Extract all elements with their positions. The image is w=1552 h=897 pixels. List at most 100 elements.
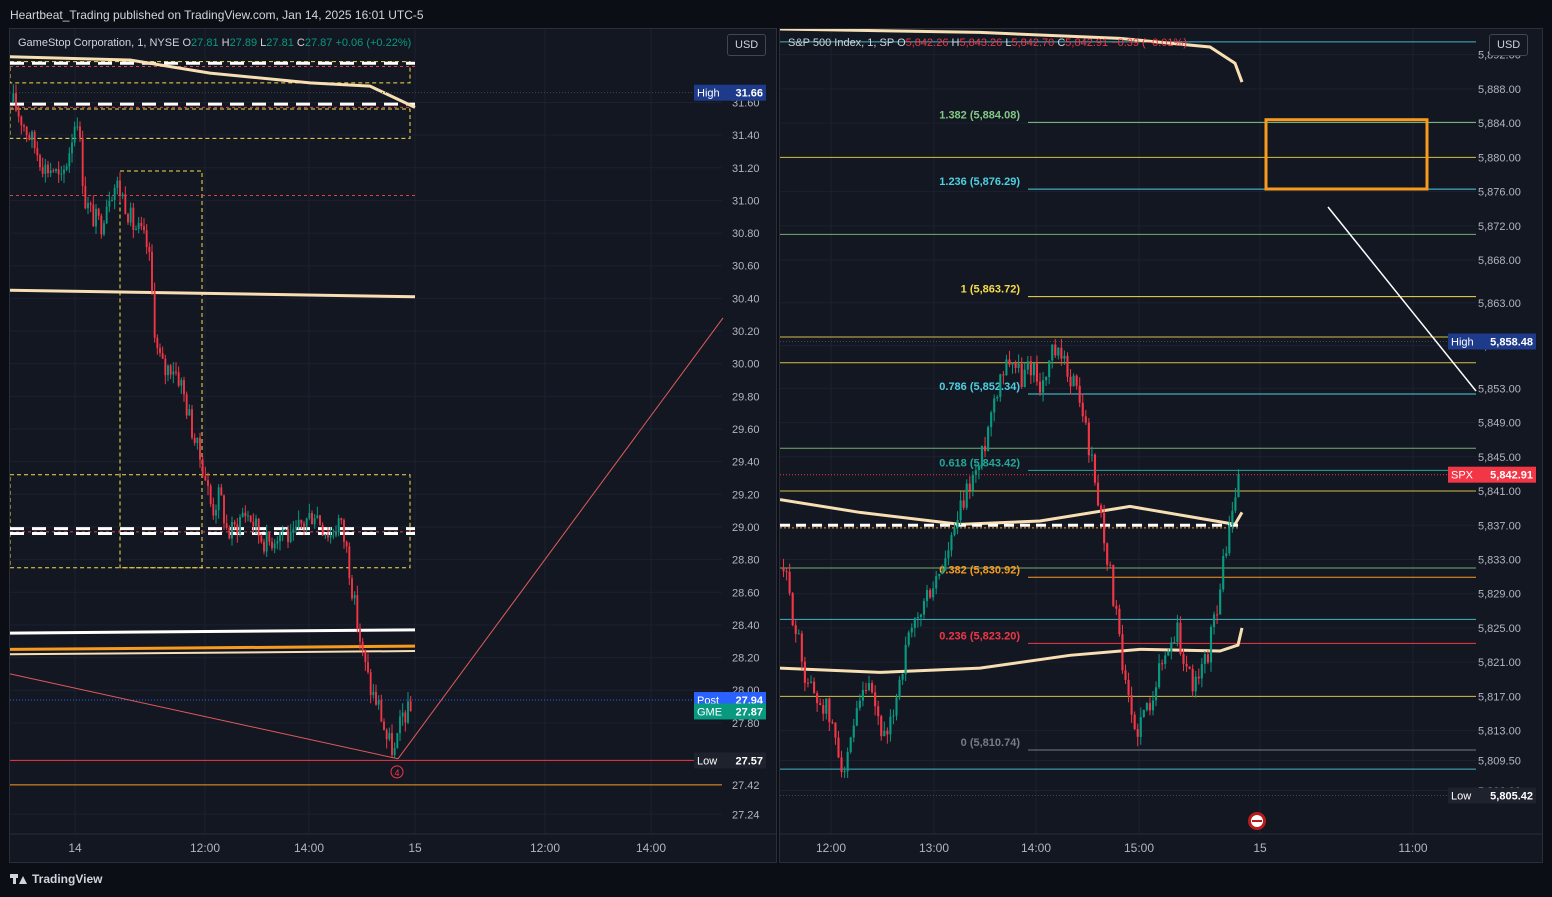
gme-candle-body [380, 700, 383, 722]
spx-ma-low [779, 627, 1244, 674]
spx-candle-body [1188, 666, 1191, 669]
gme-elliott-label: 4 [394, 768, 399, 778]
gme-candle-body [145, 230, 148, 248]
gme-candle-body [60, 173, 63, 175]
spx-candle-body [953, 528, 956, 536]
spx-candle-body [1045, 376, 1048, 381]
gme-candle-body [273, 543, 276, 549]
gme-candle-body [55, 169, 57, 171]
spx-y-tick-label: 5,809.50 [1478, 756, 1521, 768]
gme-candle-body [223, 495, 225, 524]
gme-candle-body [180, 380, 183, 386]
spx-y-tick-label: 5,888.00 [1478, 84, 1521, 96]
gme-candle-body [287, 529, 289, 543]
spx-candle-body [993, 398, 996, 413]
currency-button-right[interactable]: USD [1489, 34, 1529, 56]
spx-candle-body [925, 590, 929, 601]
gme-legend-part: 27.81 [266, 37, 297, 49]
gme-candle-body [100, 215, 103, 235]
spx-candle-body [1206, 654, 1210, 663]
spx-candle-body [1130, 694, 1133, 715]
spx-candle-body [1057, 347, 1060, 356]
gme-candle-body [351, 578, 353, 599]
spx-candle-body [1032, 363, 1035, 376]
spx-candle-body [941, 570, 944, 575]
spx-candle-body [861, 690, 864, 701]
spx-candle-body [1212, 614, 1216, 628]
gme-candle-body [295, 526, 297, 529]
spx-candle-body [1142, 709, 1145, 718]
spx-y-tick-label: 5,872.00 [1478, 221, 1521, 233]
gme-candle-body [375, 691, 377, 705]
spx-candle-body [1139, 717, 1142, 737]
gme-candle-body [252, 521, 255, 527]
spx-candle-body [1161, 663, 1164, 665]
gme-candle-body [76, 126, 79, 128]
gme-candle-body [156, 337, 159, 348]
spx-candle-body [1081, 402, 1084, 417]
gme-candle-body [185, 394, 188, 416]
spx-candle-body [1041, 380, 1045, 393]
spx-y-tick-label: 5,884.00 [1478, 118, 1521, 130]
spx-candle-body [874, 692, 877, 707]
gme-y-tick-label: 30.00 [732, 359, 760, 371]
spx-candle-body [1179, 622, 1182, 654]
spx-candle-body [1173, 641, 1176, 643]
tradingview-logo-icon [10, 874, 28, 884]
spx-legend: S&P 500 Index, 1, SP O5,842.26 H5,843.26… [788, 37, 1187, 49]
spx-candle-body [1191, 668, 1194, 692]
gme-candle-body [97, 208, 100, 216]
gme-candle-body [199, 437, 201, 460]
gme-y-tick-label: 27.80 [732, 718, 760, 730]
spx-legend-part: −0.39 (−0.01%) [1111, 37, 1187, 49]
gme-chart-svg[interactable]: 14 12:00 14:00 15 12:00 14:00431.6031.4031.20… [9, 29, 776, 862]
gme-candle-body [249, 515, 252, 522]
spx-candle-body [892, 715, 895, 717]
gme-y-tick-label: 28.80 [732, 555, 760, 567]
spx-candle-body [1200, 663, 1203, 679]
gme-candle-body [84, 185, 87, 209]
gme-trendline-up [397, 317, 724, 760]
spx-candle-body [1118, 608, 1121, 635]
spx-fib-label: 0.236 (5,823.20) [939, 630, 1020, 642]
gme-candle-body [308, 512, 311, 519]
gme-candle-body [313, 518, 316, 525]
spx-chart-pane[interactable]: 12:00 13:00 14:00 15:00 15 11:00 1.382 (5,884.… [779, 27, 1543, 863]
spx-price-label-value: 5,805.42 [1490, 790, 1533, 802]
gme-x-tick-label: 12:00 [190, 841, 220, 855]
spx-candle-body [864, 690, 868, 692]
spx-candle-body [1234, 497, 1237, 511]
gme-candle-body [111, 199, 113, 201]
spx-x-tick-label: 15:00 [1124, 841, 1154, 855]
gme-candle-body [260, 535, 263, 542]
gme-y-tick-label: 30.80 [732, 228, 760, 240]
spx-candle-body [1035, 363, 1039, 382]
gme-y-tick-label: 30.20 [732, 326, 760, 338]
gme-price-label-name: GME [697, 706, 722, 718]
gme-ma-orange [9, 644, 416, 651]
spx-candle-body [809, 681, 813, 683]
spx-candle-body [1225, 553, 1228, 556]
spx-chart-svg[interactable]: 12:00 13:00 14:00 15:00 15 11:00 1.382 (5,884.… [779, 27, 1542, 862]
spx-candle-body [932, 588, 935, 598]
spx-candle-body [959, 500, 962, 520]
spx-ma-mid [779, 498, 1244, 527]
gme-candle-body [33, 131, 36, 149]
spx-candle-body [1090, 454, 1093, 456]
gme-candle-body [385, 730, 388, 740]
gme-candle-body [65, 166, 68, 170]
spx-candle-body [803, 661, 806, 683]
gme-y-tick-label: 30.60 [732, 261, 760, 273]
spx-candle-body [1100, 505, 1103, 513]
gme-candle-body [327, 534, 329, 538]
currency-button-left[interactable]: USD [727, 34, 767, 56]
gme-candle-body [49, 170, 52, 174]
gme-candle-body [44, 164, 47, 174]
gme-candle-body [177, 372, 180, 386]
gme-candle-body [289, 531, 292, 543]
spx-candle-body [1219, 589, 1222, 615]
gme-chart-pane[interactable]: 14 12:00 14:00 15 12:00 14:00 4 31.60 31.40 31.20… [9, 28, 777, 863]
spx-price-label-name: SPX [1451, 470, 1474, 482]
gme-candle-body [332, 535, 335, 537]
gme-candle-body [164, 358, 167, 376]
